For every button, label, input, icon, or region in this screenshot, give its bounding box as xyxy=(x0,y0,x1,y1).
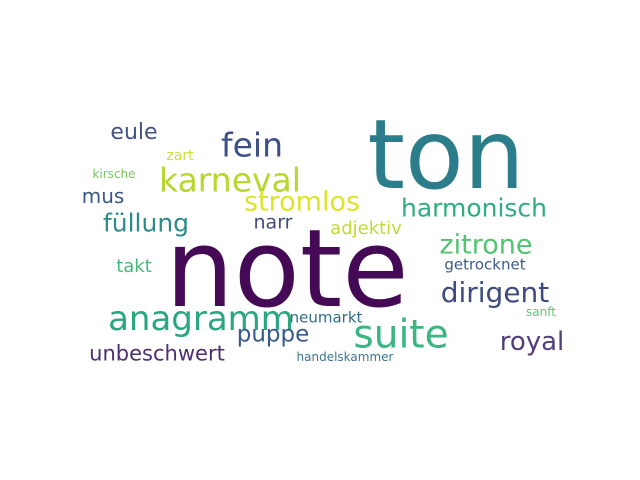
word-dirigent: dirigent xyxy=(440,276,550,309)
word-adjektiv: adjektiv xyxy=(330,218,402,239)
word-zitrone: zitrone xyxy=(439,229,533,261)
word-narr: narr xyxy=(253,211,293,234)
word-handelskammer: handelskammer xyxy=(296,350,394,364)
word-getrocknet: getrocknet xyxy=(444,255,526,274)
word-puppe: puppe xyxy=(236,321,310,348)
word-eule: eule xyxy=(110,120,158,145)
word-unbeschwert: unbeschwert xyxy=(89,341,225,366)
word-takt: takt xyxy=(116,256,152,277)
word-fein: fein xyxy=(220,125,284,165)
word-harmonisch: harmonisch xyxy=(400,193,548,223)
word-kirsche: kirsche xyxy=(92,167,136,181)
word-suite: suite xyxy=(353,312,449,358)
word-sanft: sanft xyxy=(526,305,556,319)
word-neumarkt: neumarkt xyxy=(289,308,363,327)
word-mus: mus xyxy=(81,184,125,208)
word-stromlos: stromlos xyxy=(243,186,361,218)
word-note: note xyxy=(165,207,409,332)
word-ton: ton xyxy=(367,99,525,211)
word-royal: royal xyxy=(499,327,565,357)
word-zart: zart xyxy=(166,148,194,164)
word-anagramm: anagramm xyxy=(108,299,294,339)
word-fuellung: füllung xyxy=(102,208,190,238)
word-karneval: karneval xyxy=(159,160,301,200)
